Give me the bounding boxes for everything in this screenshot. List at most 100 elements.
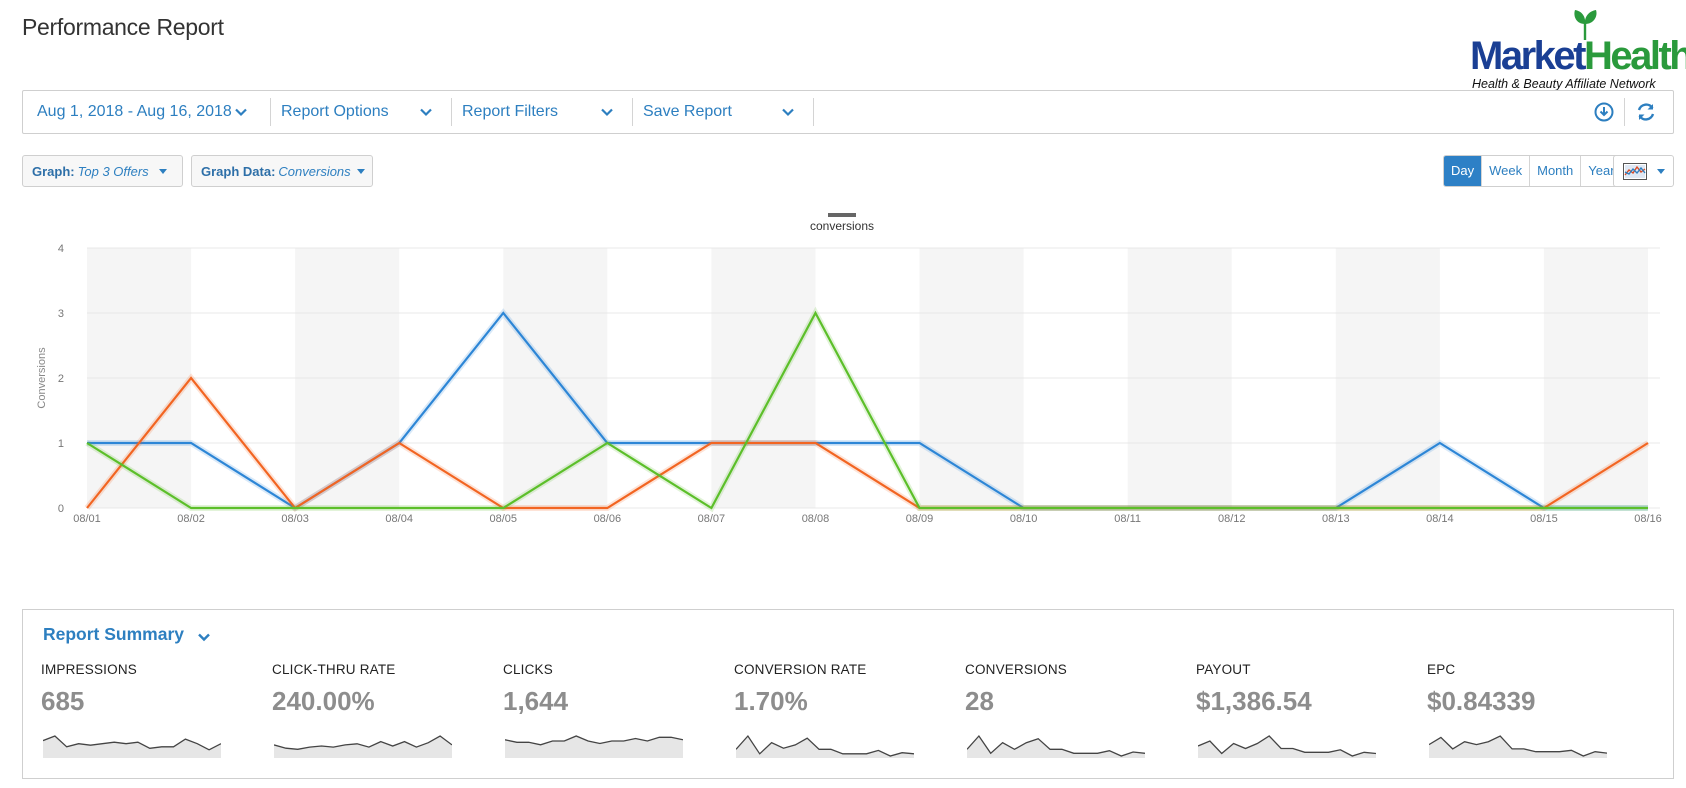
caret-down-icon (159, 169, 167, 174)
sparkline-area (1429, 736, 1607, 758)
graph-value: Top 3 Offers (77, 163, 149, 179)
logo-wordmark: MarketHealth (1470, 34, 1686, 78)
y-tick-label: 2 (58, 373, 64, 385)
sparkline-line (505, 735, 683, 746)
report-summary-panel: Report Summary IMPRESSIONS 685 CLICK-THRU … (22, 609, 1674, 779)
x-tick-label: 08/02 (177, 513, 205, 525)
sparkline-line (1429, 735, 1607, 757)
metric-click-thru-rate: CLICK-THRU RATE 240.00% (272, 662, 472, 758)
x-tick-label: 08/16 (1634, 513, 1662, 525)
period-toggle: Day Week Month Year (1443, 155, 1623, 187)
metric-conversion-rate: CONVERSION RATE 1.70% (734, 662, 934, 758)
date-range-dropdown[interactable]: Aug 1, 2018 - Aug 16, 2018 (37, 91, 249, 133)
chevron-down-icon (782, 108, 794, 117)
series-line-3 (86, 310, 1648, 510)
marketheealth-logo: MarketHealth Health & Beauty Affiliate N… (1470, 8, 1686, 94)
metric-payout: PAYOUT $1,386.54 (1196, 662, 1396, 758)
sparkline-line (43, 735, 221, 751)
chevron-down-icon[interactable] (197, 630, 211, 644)
metric-label: EPC (1427, 662, 1456, 677)
report-summary-toggle[interactable]: Report Summary (43, 624, 185, 644)
y-tick-label: 0 (58, 503, 64, 515)
chevron-down-icon (601, 108, 613, 117)
x-tick-label: 08/06 (594, 513, 622, 525)
x-tick-label: 08/05 (490, 513, 518, 525)
sparkline-line (967, 734, 1145, 757)
x-tick-label: 08/03 (281, 513, 309, 525)
y-axis-label: Conversions (36, 347, 48, 409)
report-filters-dropdown[interactable]: Report Filters (462, 91, 616, 133)
period-month-button[interactable]: Month (1529, 156, 1581, 186)
caret-down-icon (357, 169, 365, 174)
caret-down-icon (1657, 169, 1665, 174)
sparkline-area (1198, 736, 1376, 758)
chart-view-icon (1623, 163, 1647, 180)
sparkline-area (736, 736, 914, 758)
save-report-dropdown[interactable]: Save Report (643, 91, 797, 133)
x-tick-label: 08/13 (1322, 513, 1350, 525)
metric-sparkline (274, 735, 452, 758)
metric-sparkline (43, 735, 221, 758)
report-options-label: Report Options (281, 103, 389, 120)
metric-sparkline (1198, 735, 1376, 758)
chart-view-dropdown[interactable] (1613, 155, 1674, 187)
conversions-line-chart: 0 1 2 3 4 08/01 08/02 08/03 08/04 08/05 08/06 08/07… (36, 213, 1662, 525)
chevron-down-icon (420, 108, 432, 117)
x-tick-label: 08/04 (385, 513, 413, 525)
x-tick-label: 08/10 (1010, 513, 1038, 525)
leaf-icon (1574, 10, 1597, 40)
download-icon[interactable] (1593, 101, 1615, 123)
metric-label: CLICK-THRU RATE (272, 662, 396, 677)
period-week-button[interactable]: Week (1481, 156, 1530, 186)
metric-value: 1.70% (734, 686, 808, 716)
x-tick-label: 08/01 (73, 513, 101, 525)
date-range-label: Aug 1, 2018 - Aug 16, 2018 (37, 103, 232, 120)
x-tick-label: 08/09 (906, 513, 934, 525)
metric-conversions: CONVERSIONS 28 (965, 662, 1165, 758)
chevron-down-icon (235, 108, 247, 117)
graph-type-dropdown[interactable]: Graph: Top 3 Offers (22, 155, 183, 187)
metric-clicks: CLICKS 1,644 (503, 662, 703, 758)
metric-sparkline (967, 734, 1145, 758)
sparkline-area (967, 736, 1145, 758)
x-tick-label: 08/12 (1218, 513, 1246, 525)
metric-sparkline (1429, 735, 1607, 758)
refresh-icon[interactable] (1635, 101, 1657, 123)
x-tick-label: 08/07 (698, 513, 726, 525)
sparkline-line (274, 735, 452, 750)
metric-sparkline (736, 734, 914, 758)
metric-value: $1,386.54 (1196, 686, 1312, 716)
graph-data-value: Conversions (278, 163, 351, 179)
metric-value: $0.84339 (1427, 686, 1536, 716)
y-tick-label: 4 (58, 243, 64, 255)
metric-epc: EPC $0.84339 (1427, 662, 1627, 758)
report-filters-label: Report Filters (462, 103, 559, 120)
graph-data-dropdown[interactable]: Graph Data: Conversions (191, 155, 373, 187)
metric-value: 240.00% (272, 686, 375, 716)
period-day-button[interactable]: Day (1444, 156, 1482, 186)
x-tick-label: 08/08 (802, 513, 830, 525)
metric-sparkline (505, 735, 683, 758)
metric-label: CLICKS (503, 662, 553, 677)
report-options-dropdown[interactable]: Report Options (281, 91, 435, 133)
graph-label: Graph: (32, 163, 75, 179)
sparkline-area (505, 736, 683, 758)
metric-label: CONVERSION RATE (734, 662, 867, 677)
sparkline-area (274, 736, 452, 758)
metric-value: 1,644 (503, 686, 569, 716)
sparkline-line (736, 734, 914, 757)
logo-tagline: Health & Beauty Affiliate Network (1472, 77, 1656, 91)
metric-label: CONVERSIONS (965, 662, 1067, 677)
metric-label: PAYOUT (1196, 662, 1251, 677)
sparkline-line (1198, 735, 1376, 757)
legend-swatch (828, 213, 856, 217)
sparkline-area (43, 736, 221, 758)
y-tick-label: 3 (58, 308, 64, 320)
save-report-label: Save Report (643, 103, 732, 120)
graph-data-label: Graph Data: (201, 163, 276, 179)
page-title: Performance Report (22, 14, 224, 40)
x-tick-label: 08/14 (1426, 513, 1454, 525)
metric-impressions: IMPRESSIONS 685 (41, 662, 241, 758)
metric-value: 28 (965, 686, 994, 716)
legend-label: conversions (810, 219, 874, 233)
